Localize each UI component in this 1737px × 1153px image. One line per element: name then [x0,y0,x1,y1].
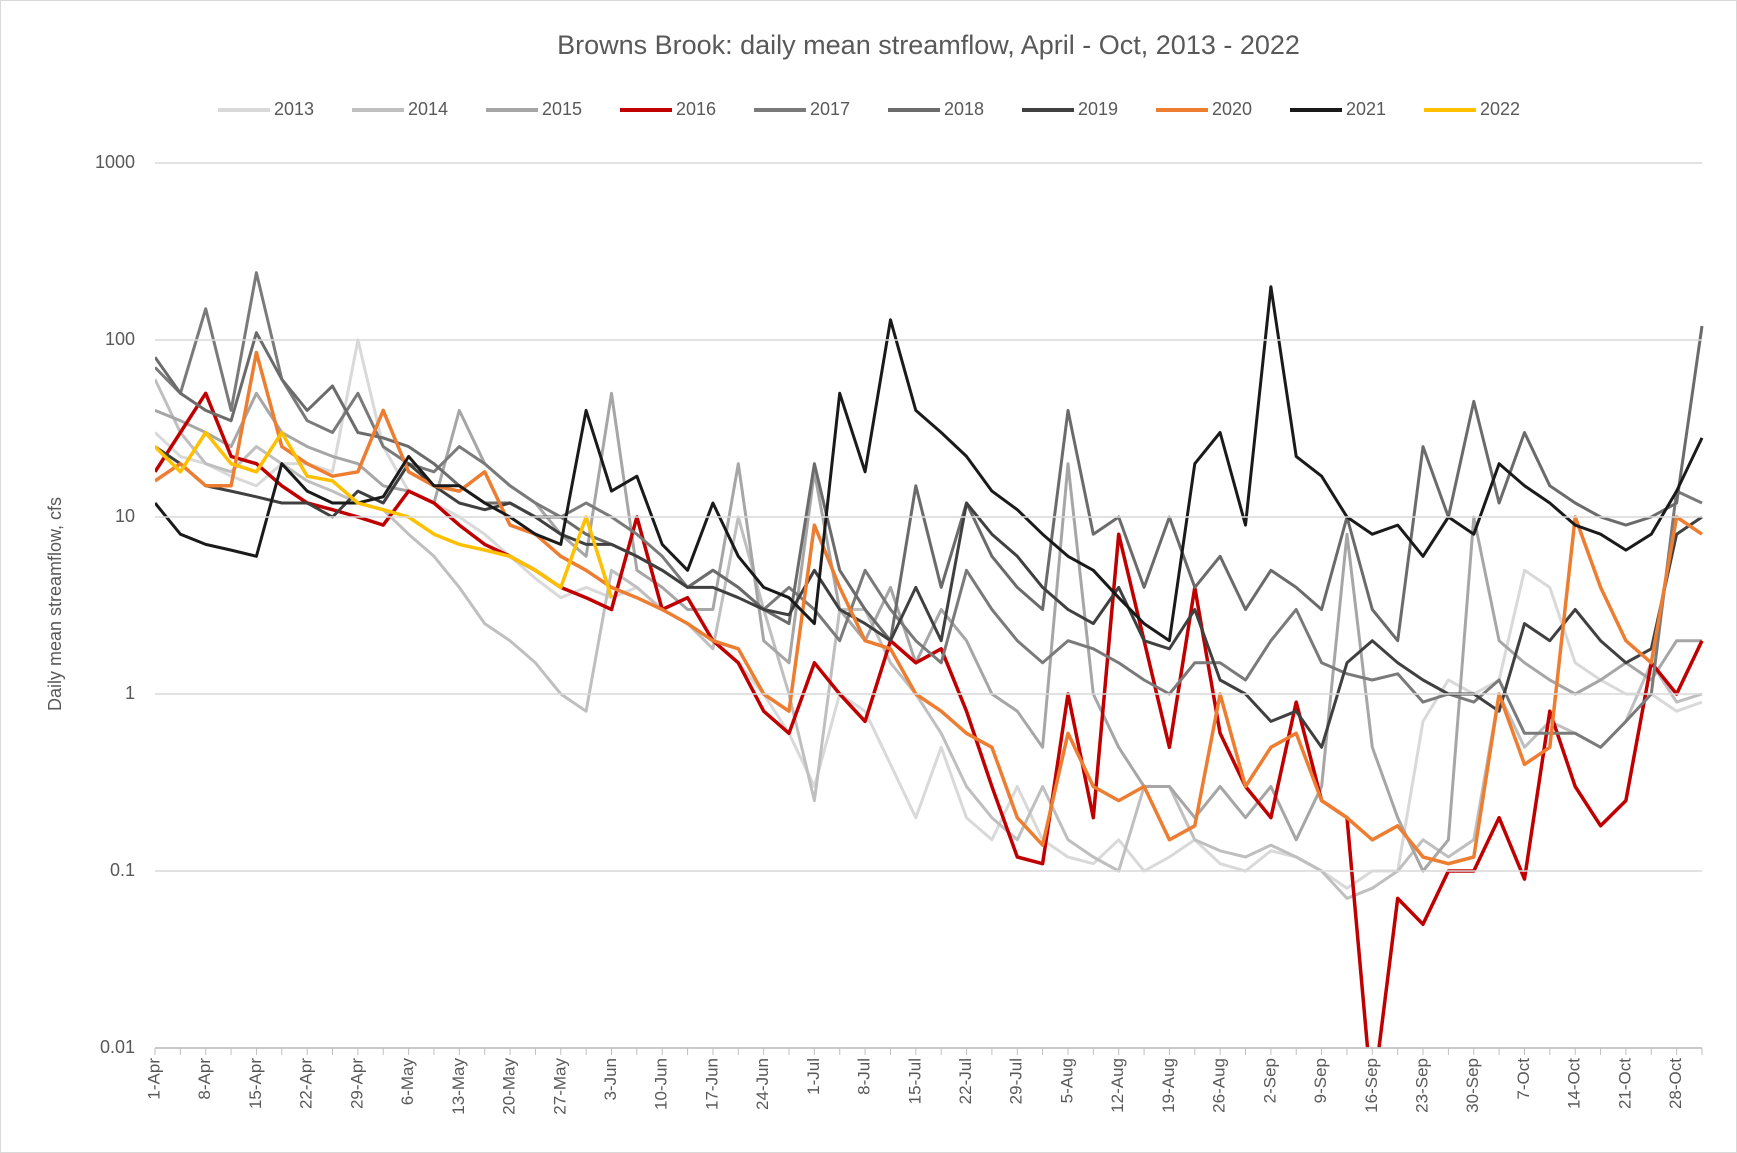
x-tick-label: 22-Jul [956,1058,975,1104]
x-tick-label: 21-Oct [1615,1058,1634,1109]
y-tick-label: 0.01 [100,1037,135,1057]
legend-label: 2017 [810,99,850,119]
x-tick-label: 30-Sep [1463,1058,1482,1113]
series-line [155,378,1703,900]
series-line [155,445,1703,749]
legend-label: 2013 [274,99,314,119]
legend-label: 2019 [1078,99,1118,119]
x-tick-label: 26-Aug [1210,1058,1229,1113]
x-tick-label: 14-Oct [1565,1058,1584,1109]
legend-label: 2022 [1480,99,1520,119]
x-tick-label: 1-Jul [804,1058,823,1095]
plot-area [155,271,1704,1048]
x-tick-label: 2-Sep [1260,1058,1279,1103]
x-tick-label: 1-Apr [144,1058,163,1100]
x-tick-label: 16-Sep [1362,1058,1381,1113]
x-tick-label: 24-Jun [753,1058,772,1110]
y-tick-label: 1000 [95,152,135,172]
x-tick-label: 5-Aug [1057,1058,1076,1103]
legend-label: 2016 [676,99,716,119]
x-tick-label: 13-May [449,1058,468,1115]
x-tick-label: 10-Jun [652,1058,671,1110]
series-line [155,325,1704,643]
x-tick-label: 6-May [398,1058,417,1106]
x-tick-label: 27-May [550,1058,569,1115]
legend-label: 2018 [944,99,984,119]
y-tick-label: 10 [115,506,135,526]
legend-label: 2014 [408,99,448,119]
x-tick-label: 3-Jun [601,1058,620,1101]
series-line [155,271,1703,749]
x-tick-label: 29-Apr [347,1058,366,1109]
x-tick-label: 15-Apr [246,1058,265,1109]
series-line [155,391,1704,1048]
series-line [155,430,614,599]
x-tick-label: 19-Aug [1159,1058,1178,1113]
x-tick-label: 20-May [500,1058,519,1115]
x-tick-label: 15-Jul [905,1058,924,1104]
x-tick-label: 28-Oct [1666,1058,1685,1109]
y-tick-label: 1 [125,683,135,703]
legend-label: 2020 [1212,99,1252,119]
legend-label: 2015 [542,99,582,119]
y-tick-label: 100 [105,329,135,349]
x-tick-label: 22-Apr [297,1058,316,1109]
x-tick-label: 17-Jun [702,1058,721,1110]
series-line [155,285,1704,643]
series-line [155,350,1703,866]
x-tick-label: 23-Sep [1413,1058,1432,1113]
x-tick-label: 8-Jul [855,1058,874,1095]
y-axis-title: Daily mean streamflow, cfs [45,497,65,711]
x-tick-label: 7-Oct [1514,1058,1533,1100]
legend-label: 2021 [1346,99,1386,119]
y-tick-label: 0.1 [110,860,135,880]
x-tick-label: 12-Aug [1108,1058,1127,1113]
chart-title: Browns Brook: daily mean streamflow, Apr… [557,30,1300,60]
x-tick-label: 9-Sep [1311,1058,1330,1103]
x-tick-label: 29-Jul [1007,1058,1026,1104]
x-tick-label: 8-Apr [195,1058,214,1100]
